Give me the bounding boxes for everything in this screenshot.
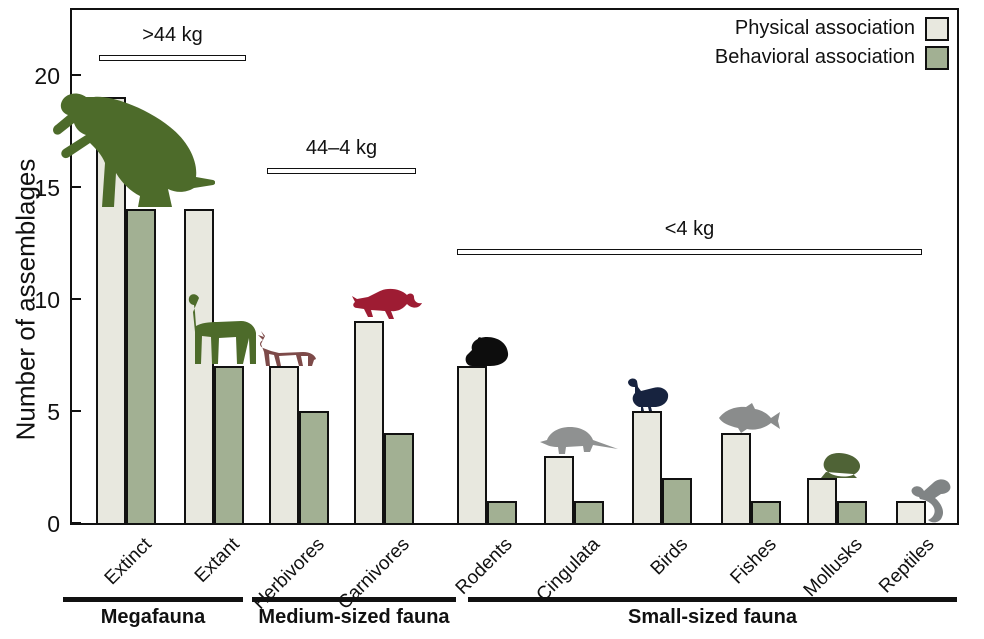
legend-swatch-behavioral-icon [925,45,949,70]
legend-swatch-physical-icon [925,16,949,41]
bar-extinct-behavioral [126,209,156,523]
x-tick-label-cingulata: Cingulata [532,534,604,606]
bracket-label: 44–4 kg [305,136,378,159]
x-tick-label-birds: Birds [646,534,692,580]
fox-icon [351,285,423,320]
armadillo-icon [539,425,619,455]
bar-rodents-behavioral [487,500,517,523]
legend-label-physical: Physical association [734,17,915,39]
legend-label-behavioral: Behavioral association [714,46,915,68]
bar-carnivores-behavioral [384,433,414,523]
group-label-small-sized-fauna: Small-sized fauna [628,606,797,628]
x-tick-label-herbivores: Herbivores [249,534,329,614]
y-tick-label: 15 [34,174,60,201]
group-label-medium-sized-fauna: Medium-sized fauna [258,606,450,628]
duck-icon [626,376,671,411]
legend-row-physical: Physical association [715,14,949,43]
y-tick-mark [72,521,81,525]
deer-icon [255,330,321,366]
ground-sloth-icon [50,89,215,207]
x-tick-label-fishes: Fishes [726,534,781,589]
x-tick-label-extant: Extant [190,534,244,587]
bar-birds-behavioral [662,478,692,523]
bracket-bar [267,167,416,174]
bar-herbivores-behavioral [299,411,329,523]
bar-fishes-physical [721,433,751,523]
y-tick-mark [72,73,81,77]
plot-area: Physical association Behavioral associat… [53,8,959,525]
y-tick-label: 0 [47,510,60,537]
x-tick-label-extinct: Extinct [100,534,156,590]
bar-rodents-physical [457,366,487,523]
bar-cingulata-physical [544,455,574,523]
bar-fishes-behavioral [751,500,781,523]
group-underline [252,597,456,602]
x-tick-label-rodents: Rodents [451,534,517,599]
y-tick-label: 20 [34,62,60,89]
x-tick-label-mollusks: Mollusks [799,534,867,602]
bar-herbivores-physical [269,366,299,523]
legend-row-behavioral: Behavioral association [715,43,949,72]
llama-icon [185,292,260,364]
bar-mollusks-physical [807,478,837,523]
bracket-label: <4 kg [664,217,715,240]
mollusk-icon [819,452,863,478]
bar-birds-physical [632,411,662,523]
y-tick-label: 10 [34,286,60,313]
group-label-megafauna: Megafauna [100,606,206,628]
group-underline [63,597,243,602]
bar-mollusks-behavioral [837,500,867,523]
bracket-label: >44 kg [142,23,203,46]
lizard-icon [907,469,963,523]
bar-carnivores-physical [354,321,384,523]
x-tick-label-reptiles: Reptiles [875,534,939,598]
x-tick-label-carnivores: Carnivores [334,534,414,614]
guinea-pig-icon [462,336,510,366]
y-tick-mark [72,297,81,301]
fish-icon [715,402,781,433]
bar-extant-physical [184,209,214,523]
y-tick-label: 5 [47,398,60,425]
bar-cingulata-behavioral [574,500,604,523]
bracket-bar [99,54,246,61]
y-tick-mark [72,409,81,413]
group-underline [468,597,957,602]
legend: Physical association Behavioral associat… [715,14,949,72]
bar-reptiles-physical [896,500,926,523]
bracket-bar [457,248,922,255]
bar-extant-behavioral [214,366,244,523]
y-tick-mark [72,185,81,189]
